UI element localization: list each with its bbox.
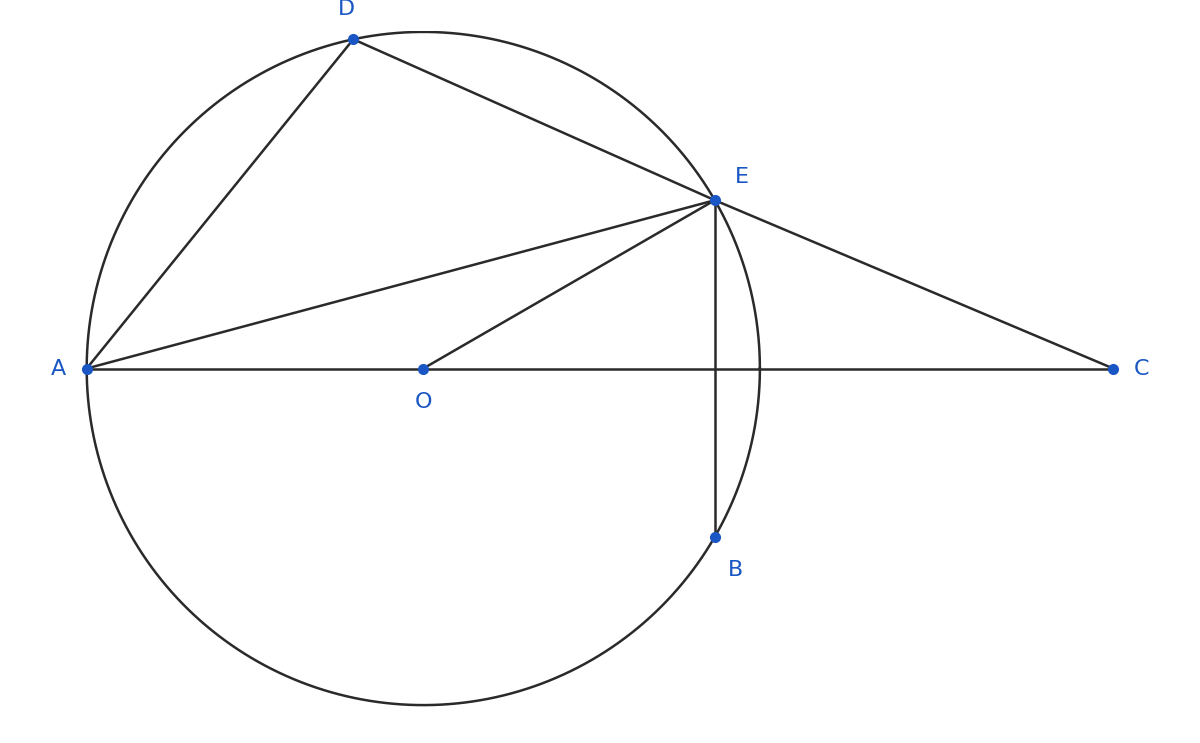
Text: A: A xyxy=(52,359,66,378)
Text: C: C xyxy=(1134,359,1150,378)
Text: B: B xyxy=(728,560,744,580)
Text: O: O xyxy=(414,392,432,412)
Text: E: E xyxy=(734,166,749,186)
Text: D: D xyxy=(338,0,355,19)
